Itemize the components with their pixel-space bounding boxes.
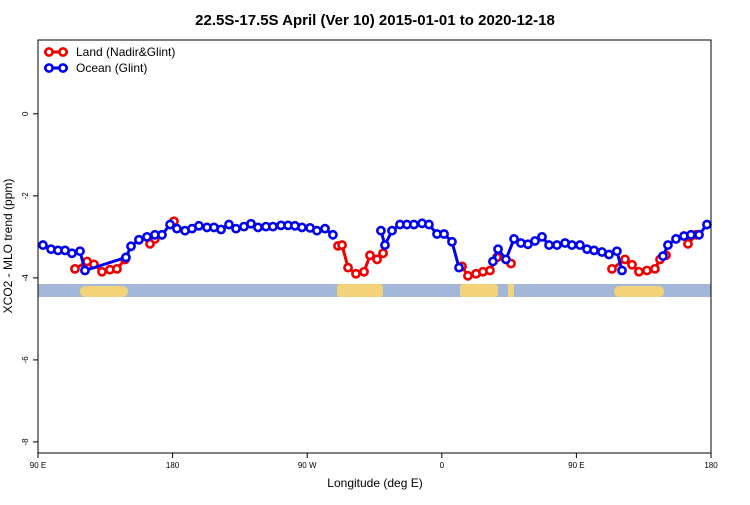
data-point [658,251,668,262]
chart-title: 22.5S-17.5S April (Ver 10) 2015-01-01 to… [195,12,555,29]
data-point [671,234,681,244]
data-point [312,225,322,236]
data-point [165,219,175,230]
plot-area: 90 E 180 90 W 0 90 E 180 0 -2 -4 -6 -8 Land (Nadir&… [21,45,718,470]
data-point [575,240,585,250]
data-point [320,223,330,234]
data-point [493,244,503,255]
data-point [231,223,241,234]
land-patch [337,284,383,297]
data-point [544,240,554,250]
x-tick-label: 180 [704,461,718,470]
land-patch [614,286,664,297]
legend-marker [44,63,54,73]
data-point [142,231,152,242]
data-point [650,263,660,274]
data-point [268,221,278,232]
data-point [612,246,622,257]
data-point [351,268,361,279]
data-point [328,229,338,240]
data-point [376,225,386,236]
data-point [246,218,256,229]
data-point [552,240,562,250]
data-point [567,240,577,250]
x-axis-label: Longitude (deg E) [327,476,422,490]
plot-frame [37,39,712,454]
data-point [253,222,263,233]
data-point [75,246,85,257]
data-point [112,263,122,274]
data-point [537,231,547,242]
data-point [409,219,419,230]
data-point [126,241,136,252]
legend-marker [44,47,54,57]
x-tick-label: 180 [166,461,180,470]
data-point [627,259,637,270]
y-tick-label: -6 [21,356,30,364]
x-tick-label: 90 W [298,461,317,470]
data-point [509,234,519,244]
land-patch [460,284,498,297]
data-point [70,263,80,274]
data-point [216,224,226,235]
data-point [642,265,652,276]
data-point [530,236,540,246]
data-point [378,248,388,259]
data-point [686,229,696,240]
data-point [297,222,307,233]
data-point [589,245,599,256]
data-point [424,219,434,230]
data-point [702,219,712,230]
data-point [488,256,498,267]
data-point [365,250,375,261]
data-point [224,219,234,230]
data-point [634,266,644,277]
legend-marker [58,63,68,73]
legend-marker [58,47,68,57]
x-tick-label: 0 [440,461,445,470]
data-point [134,234,144,245]
data-point [343,262,353,273]
data-point [463,270,473,281]
data-point [80,265,90,276]
land-mask [38,284,711,297]
data-point [694,229,704,240]
x-tick-label: 90 E [568,461,584,470]
y-tick-label: 0 [21,111,30,116]
data-point [337,240,347,250]
data-point [380,240,390,250]
y-axis-label: XCO2 - MLO trend (ppm) [1,179,15,314]
data-point [97,266,107,277]
y-tick-label: -4 [21,274,30,282]
data-point [447,236,457,247]
x-tick-label: 90 E [30,461,46,470]
data-point [485,265,495,276]
legend-label: Land (Nadir&Glint) [76,45,175,59]
data-point [372,254,382,265]
legend-label: Ocean (Glint) [76,61,147,75]
data-point [617,265,627,276]
data-point [607,263,617,274]
data-point [157,229,167,240]
data-point [604,249,614,260]
data-point [683,238,693,249]
data-point [121,252,131,263]
data-point [172,223,182,234]
data-point [359,266,369,277]
data-point [67,248,77,259]
land-patch [508,284,514,297]
data-point [501,254,511,265]
data-point [620,254,630,265]
data-point [38,240,48,250]
y-tick-label: -8 [21,438,30,446]
data-point [663,240,673,250]
data-point [387,225,397,236]
y-tick-label: -2 [21,192,30,200]
land-patch [80,286,128,297]
data-point [439,229,449,239]
data-point [454,262,464,273]
data-point [194,220,204,231]
